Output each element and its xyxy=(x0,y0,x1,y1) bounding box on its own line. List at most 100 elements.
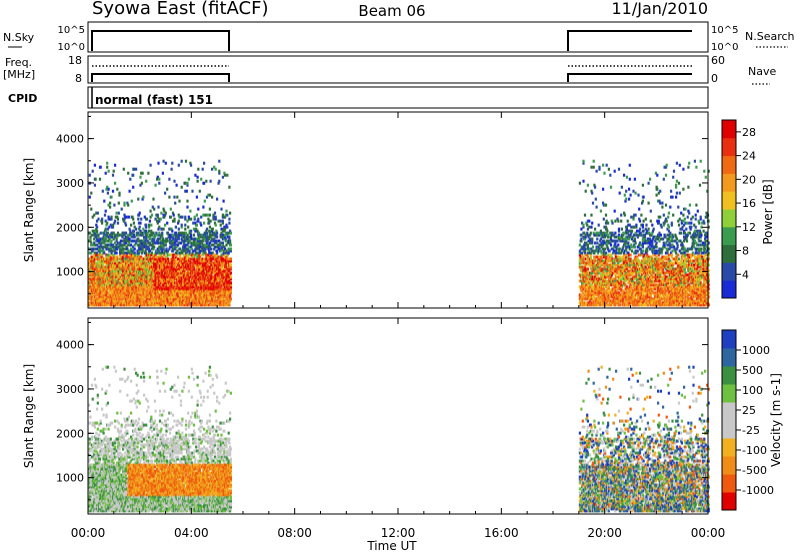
data-cell xyxy=(171,161,174,165)
data-cell xyxy=(142,299,145,303)
data-cell xyxy=(91,169,94,173)
data-cell xyxy=(132,185,135,189)
data-cell xyxy=(184,215,187,219)
data-cell xyxy=(178,233,181,237)
data-cell xyxy=(140,261,143,265)
data-cell xyxy=(187,285,190,289)
data-cell xyxy=(161,289,164,293)
data-cell xyxy=(125,269,128,273)
data-cell xyxy=(169,293,172,297)
data-cell xyxy=(193,297,196,301)
data-cell xyxy=(123,233,126,237)
data-cell xyxy=(130,233,133,237)
data-cell xyxy=(177,219,180,223)
data-cell xyxy=(141,303,144,307)
data-cell xyxy=(162,273,165,277)
data-cell xyxy=(190,291,193,295)
power-scatter-layer xyxy=(88,159,710,307)
data-cell xyxy=(179,297,182,301)
data-cell xyxy=(135,255,138,259)
data-cell xyxy=(140,217,143,221)
data-cell xyxy=(126,277,129,281)
data-cell xyxy=(195,245,198,249)
data-cell xyxy=(153,255,156,259)
data-cell xyxy=(112,169,115,173)
data-cell xyxy=(132,239,135,243)
data-cell xyxy=(124,265,127,269)
data-cell xyxy=(176,253,179,257)
data-cell xyxy=(142,195,145,199)
data-cell xyxy=(98,239,101,243)
data-cell xyxy=(126,251,129,255)
data-cell xyxy=(141,249,144,253)
data-cell xyxy=(174,253,177,257)
data-cell xyxy=(188,281,191,285)
data-cell xyxy=(174,273,177,277)
data-cell xyxy=(130,243,133,247)
data-cell xyxy=(117,201,120,205)
data-cell xyxy=(122,217,125,221)
data-cell xyxy=(166,283,169,287)
data-cell xyxy=(191,251,194,255)
data-cell xyxy=(181,301,184,305)
data-cell xyxy=(103,257,107,261)
data-cell xyxy=(186,271,189,275)
data-cell xyxy=(184,259,188,263)
data-cell xyxy=(88,259,91,263)
data-cell xyxy=(185,247,188,251)
data-cell xyxy=(193,215,196,219)
data-cell xyxy=(102,285,105,289)
data-cell xyxy=(134,283,137,287)
data-cell xyxy=(229,247,232,251)
data-cell xyxy=(143,291,146,295)
data-cell xyxy=(181,251,184,255)
data-cell xyxy=(200,281,203,285)
data-cell xyxy=(127,233,130,237)
data-cell xyxy=(108,269,111,273)
data-cell xyxy=(111,293,115,297)
data-cell xyxy=(229,231,232,235)
data-cell xyxy=(96,237,99,241)
data-cell xyxy=(195,253,198,257)
data-cell xyxy=(159,217,162,221)
data-cell xyxy=(149,215,152,219)
data-cell xyxy=(132,273,135,277)
data-cell xyxy=(96,281,99,285)
data-cell xyxy=(143,251,146,255)
data-cell xyxy=(116,231,120,235)
data-cell xyxy=(169,291,172,295)
data-cell xyxy=(127,171,130,175)
data-cell xyxy=(160,301,163,305)
data-cell xyxy=(193,239,196,243)
data-cell xyxy=(109,293,112,297)
data-cell xyxy=(187,295,190,299)
data-cell xyxy=(93,255,96,259)
data-cell xyxy=(161,297,164,301)
data-cell xyxy=(193,217,196,221)
data-cell xyxy=(216,197,219,201)
data-cell xyxy=(108,243,111,247)
data-cell xyxy=(111,289,115,293)
data-cell xyxy=(116,295,119,299)
data-cell xyxy=(132,173,135,177)
data-cell xyxy=(99,245,102,249)
data-cell xyxy=(176,235,179,239)
data-cell xyxy=(106,267,109,271)
data-cell xyxy=(197,271,200,275)
data-cell xyxy=(153,267,156,271)
data-cell xyxy=(123,243,126,247)
data-cell xyxy=(90,269,94,273)
data-cell xyxy=(127,289,130,293)
data-cell xyxy=(102,249,105,253)
data-cell xyxy=(111,301,115,305)
data-cell xyxy=(145,245,149,249)
data-cell xyxy=(169,261,172,265)
data-cell xyxy=(185,189,188,193)
data-cell xyxy=(138,283,141,287)
data-cell xyxy=(140,239,143,243)
data-cell xyxy=(118,191,121,195)
data-cell xyxy=(88,285,91,289)
data-cell xyxy=(174,263,177,267)
data-cell xyxy=(186,249,189,253)
data-cell xyxy=(119,241,122,245)
